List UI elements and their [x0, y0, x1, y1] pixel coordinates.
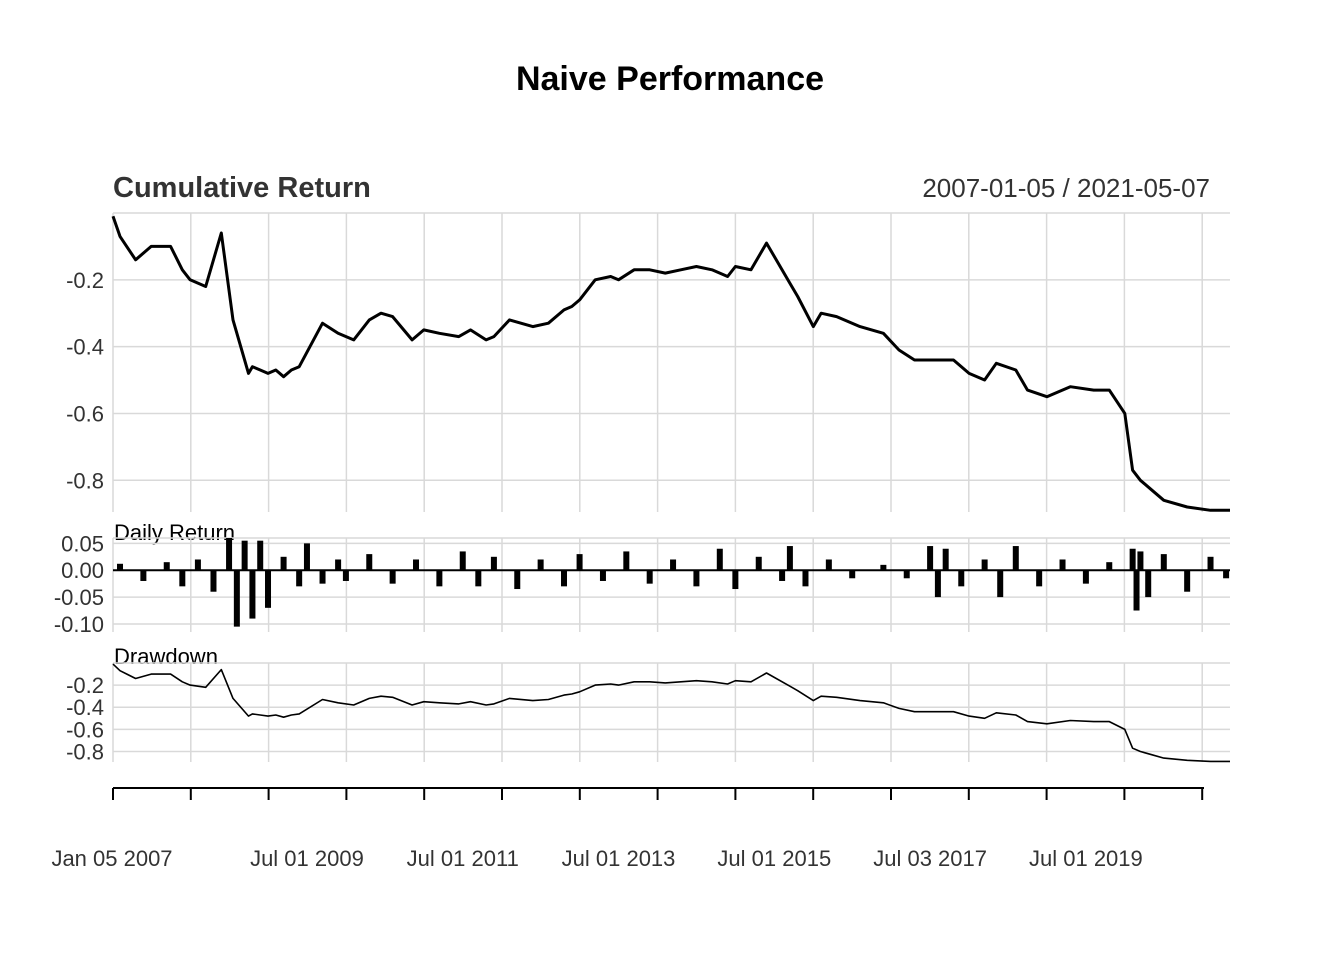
daily-return-bar [1137, 551, 1144, 571]
daily-return-bar [802, 570, 809, 587]
daily-return-bar [958, 570, 965, 587]
daily-return-title: Daily Return [114, 520, 235, 545]
daily-return-bar [1059, 559, 1066, 571]
y-tick-label: -0.4 [66, 335, 104, 360]
daily-return-bar [1223, 570, 1230, 579]
daily-return-bar [716, 548, 723, 571]
daily-return-bar [1184, 570, 1191, 592]
daily-return-bar [296, 570, 303, 587]
y-tick-label: -0.2 [66, 268, 104, 293]
daily-return-bar [179, 570, 186, 587]
date-range-label: 2007-01-05 / 2021-05-07 [922, 173, 1210, 203]
marks-layer [111, 215, 1230, 763]
x-tick-label: Jan 05 2007 [51, 846, 172, 871]
daily-return-bar [646, 570, 653, 584]
daily-return-bar [934, 570, 941, 598]
y-tick-label: -0.6 [66, 717, 104, 742]
daily-return-bar [226, 538, 233, 571]
daily-return-bar [514, 570, 521, 590]
y-tick-label: -0.2 [66, 673, 104, 698]
daily-return-bar [880, 564, 887, 571]
daily-return-bar [942, 548, 949, 571]
daily-return-bar [280, 556, 287, 571]
daily-return-bar [561, 570, 568, 587]
daily-return-bar [849, 570, 856, 579]
daily-return-bar [413, 559, 420, 571]
daily-return-bar [366, 554, 373, 571]
daily-return-bar [389, 570, 396, 584]
daily-return-bar [981, 559, 988, 571]
x-tick-label: Jul 01 2013 [562, 846, 676, 871]
y-tick-label: -0.8 [66, 739, 104, 764]
daily-return-bar [786, 546, 793, 571]
daily-return-bar [233, 570, 240, 627]
daily-return-bar [163, 562, 170, 571]
y-tick-label: -0.4 [66, 695, 104, 720]
y-tick-label: -0.6 [66, 401, 104, 426]
daily-return-bar [1207, 556, 1214, 571]
y-tick-label: -0.8 [66, 468, 104, 493]
daily-return-bar [537, 559, 544, 571]
daily-return-bar [755, 556, 762, 571]
daily-return-bar [927, 546, 934, 571]
daily-return-bar [475, 570, 482, 587]
daily-return-bar [490, 556, 497, 571]
daily-return-bar [670, 559, 677, 571]
daily-return-bar [303, 543, 310, 571]
x-tick-label: Jul 01 2015 [717, 846, 831, 871]
cumulative-return-title: Cumulative Return [113, 172, 371, 204]
y-tick-label: 0.00 [61, 558, 104, 583]
chart-title: Naive Performance [516, 60, 824, 98]
daily-return-bar [779, 570, 786, 581]
grid-layer [112, 212, 1230, 762]
daily-return-bar [825, 559, 832, 571]
daily-return-bar [194, 559, 201, 571]
y-tick-label: -0.05 [54, 585, 104, 610]
daily-return-bar [265, 570, 272, 608]
daily-return-bar [140, 570, 147, 581]
daily-return-bar [249, 570, 256, 619]
axis-layer: -0.2-0.4-0.6-0.80.050.00-0.05-0.10-0.2-0… [51, 268, 1204, 871]
x-tick-label: Jul 01 2011 [407, 846, 519, 871]
daily-return-bar [1133, 570, 1140, 611]
daily-return-bar [732, 570, 739, 590]
daily-return-bar [436, 570, 443, 587]
daily-return-bar [1036, 570, 1043, 587]
x-tick-label: Jul 01 2009 [250, 846, 364, 871]
daily-return-bar [576, 554, 583, 571]
daily-return-bar [1145, 570, 1152, 598]
daily-return-bar [903, 570, 910, 579]
daily-return-bar [1082, 570, 1089, 584]
daily-return-bar [1160, 554, 1167, 571]
daily-return-bar [459, 551, 466, 571]
daily-return-bar [319, 570, 326, 584]
x-tick-label: Jul 01 2019 [1029, 846, 1143, 871]
daily-return-bar [623, 551, 630, 571]
daily-return-bar [241, 540, 248, 571]
daily-return-bar [693, 570, 700, 587]
daily-return-bar [117, 563, 124, 571]
daily-return-bar [210, 570, 217, 592]
daily-return-bar [342, 570, 349, 581]
y-tick-label: 0.05 [61, 531, 104, 556]
daily-return-bar [1106, 562, 1113, 571]
daily-return-bar [599, 570, 606, 581]
daily-return-bar [1129, 548, 1136, 571]
daily-return-bar [335, 559, 342, 571]
y-tick-label: -0.10 [54, 612, 104, 637]
drawdown-title: Drawdown [114, 644, 218, 669]
daily-return-bar [1012, 546, 1019, 571]
x-tick-label: Jul 03 2017 [873, 846, 987, 871]
daily-return-bar [997, 570, 1004, 598]
cumulative-return-line [111, 215, 1230, 512]
drawdown-line [112, 663, 1230, 763]
daily-return-bar [257, 540, 264, 571]
